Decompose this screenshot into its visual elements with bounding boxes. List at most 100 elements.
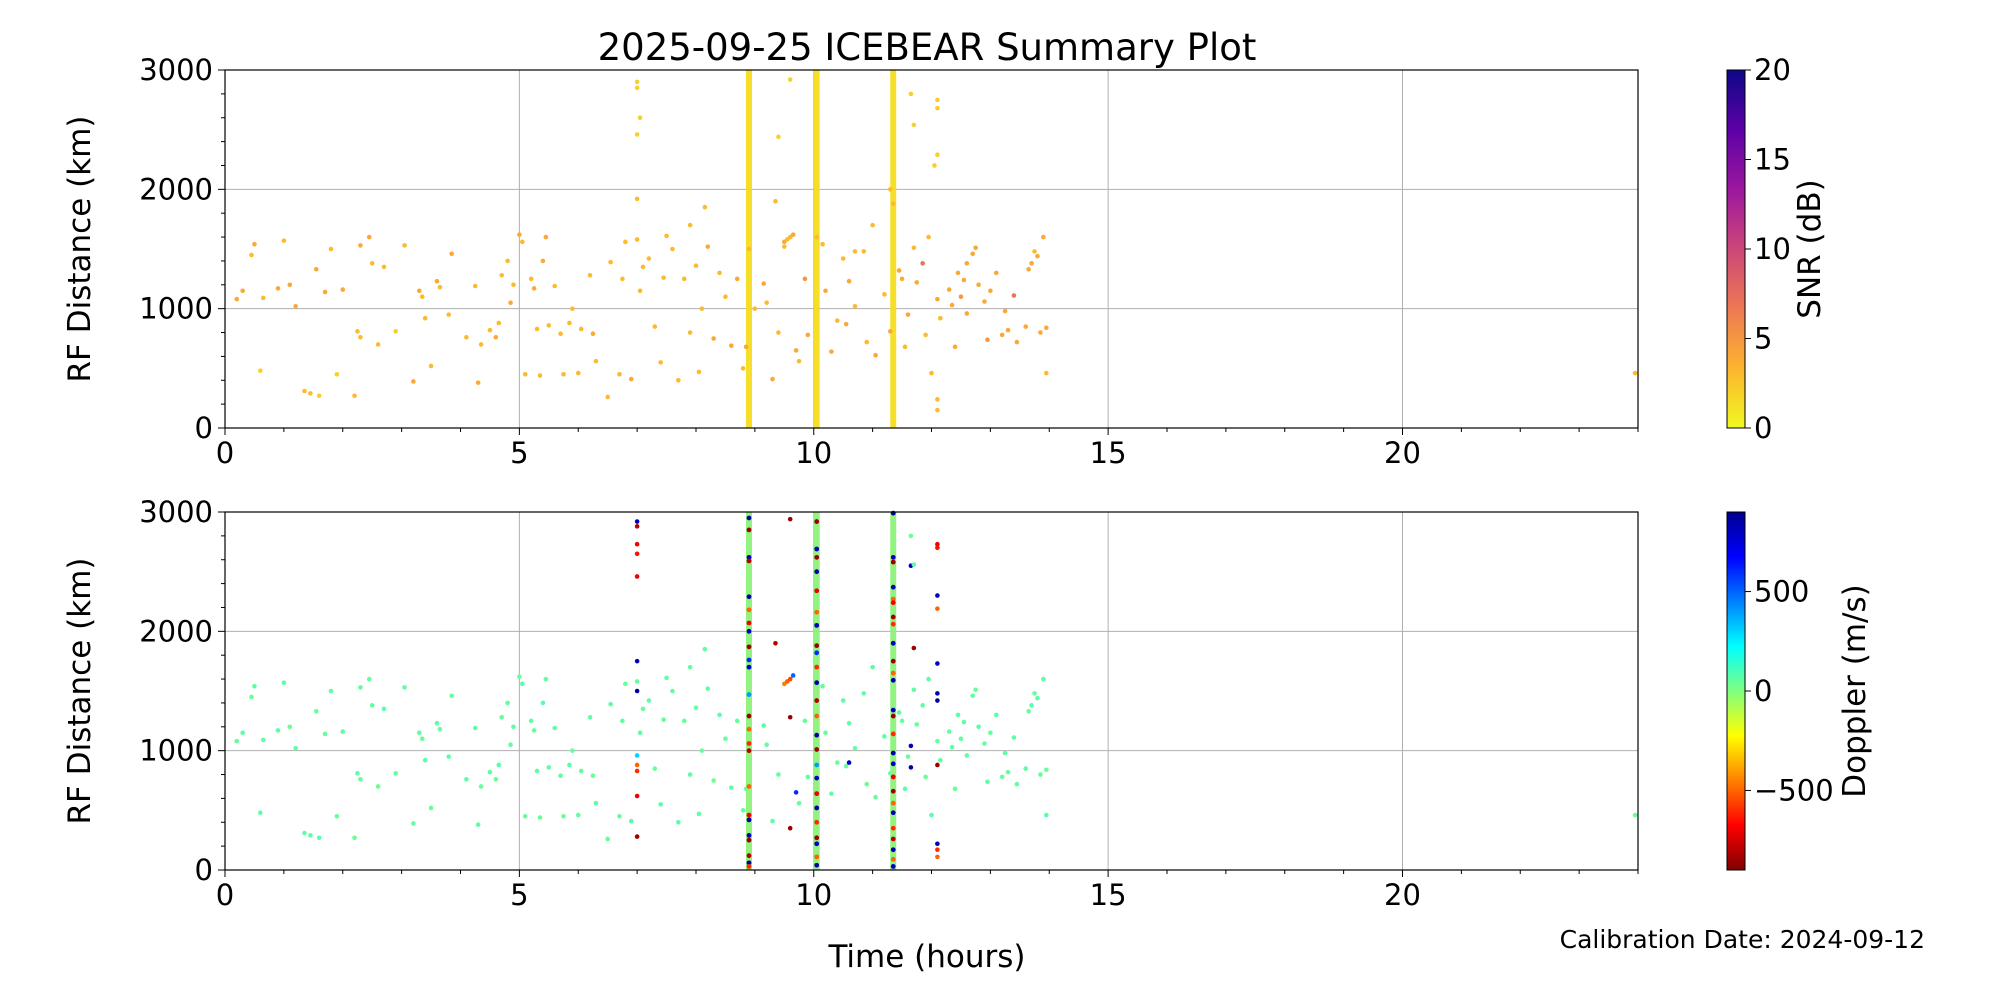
data-point: [634, 85, 640, 91]
streak-point: [814, 643, 820, 649]
data-point: [287, 724, 293, 730]
data-point: [258, 810, 263, 816]
data-point: [422, 757, 428, 763]
data-point: [358, 335, 363, 340]
data-point: [617, 372, 622, 377]
streak-point: [746, 860, 752, 866]
data-point: [1044, 812, 1049, 818]
vertical-streak: [890, 512, 897, 870]
data-point: [522, 372, 528, 377]
data-point: [734, 718, 740, 724]
data-point: [537, 373, 543, 378]
data-point: [623, 239, 628, 245]
data-point: [935, 541, 940, 547]
streak-point: [746, 748, 752, 754]
streak-point: [746, 713, 752, 719]
streak-point: [890, 836, 896, 842]
data-point: [796, 800, 802, 806]
streak-point: [814, 805, 820, 811]
data-point: [340, 729, 346, 734]
data-point: [634, 541, 640, 547]
data-point: [634, 762, 640, 768]
streak-point: [814, 854, 820, 860]
data-point: [628, 818, 634, 824]
data-point: [590, 331, 596, 337]
data-point: [352, 393, 357, 399]
streak-point: [814, 546, 820, 552]
data-point: [508, 300, 513, 306]
data-point: [693, 705, 699, 711]
data-point: [820, 241, 825, 247]
data-point: [935, 841, 940, 847]
streak-point: [890, 677, 896, 683]
data-point: [835, 318, 840, 323]
data-point: [428, 363, 434, 369]
data-point: [1044, 370, 1049, 376]
vertical-streak: [890, 70, 897, 428]
data-point: [1029, 261, 1034, 266]
data-point: [1023, 324, 1028, 329]
x-tick-label: 5: [510, 878, 528, 912]
data-point: [1632, 370, 1638, 376]
data-point: [411, 379, 416, 384]
data-point: [776, 134, 781, 140]
streak-point: [890, 600, 896, 606]
data-point: [416, 288, 422, 294]
data-point: [908, 91, 914, 97]
streak-point: [746, 784, 752, 789]
data-point: [449, 693, 454, 699]
streak-point: [890, 788, 896, 794]
data-point: [487, 769, 493, 775]
data-point: [873, 352, 878, 358]
data-point: [1002, 750, 1008, 756]
data-point: [534, 768, 540, 774]
data-point: [358, 243, 363, 248]
data-point: [658, 802, 663, 807]
streak-point: [746, 558, 752, 564]
data-point: [475, 380, 481, 385]
data-point: [770, 376, 775, 382]
data-point: [369, 703, 375, 708]
streak-point: [746, 515, 752, 521]
data-point: [908, 533, 914, 539]
data-point: [729, 343, 734, 348]
data-point: [776, 772, 781, 777]
data-point: [946, 729, 952, 734]
data-point: [870, 664, 875, 670]
data-point: [988, 288, 993, 294]
data-point: [873, 794, 878, 800]
data-point: [375, 342, 381, 347]
streak-point: [814, 791, 820, 797]
data-point: [687, 222, 693, 228]
data-point: [887, 329, 893, 334]
data-point: [699, 748, 705, 753]
data-point: [1011, 735, 1017, 740]
data-point: [843, 321, 849, 327]
x-tick-label: 15: [1090, 436, 1127, 470]
data-point: [687, 772, 693, 777]
data-point: [322, 731, 328, 737]
data-point: [428, 805, 434, 811]
data-point: [449, 251, 454, 257]
data-point: [308, 391, 313, 396]
data-point: [634, 524, 640, 529]
data-point: [540, 258, 546, 264]
data-point: [829, 791, 834, 796]
data-point: [843, 763, 849, 769]
data-point: [846, 720, 852, 726]
y-axis-label: RF Distance (km): [62, 558, 98, 825]
data-point: [511, 724, 516, 730]
data-point: [472, 725, 478, 731]
data-point: [743, 344, 749, 350]
data-point: [328, 688, 334, 694]
data-point: [681, 276, 687, 282]
data-point: [281, 680, 287, 685]
data-point: [558, 331, 563, 337]
data-point: [634, 574, 640, 579]
data-point: [637, 730, 643, 736]
data-point: [935, 407, 940, 413]
data-point: [402, 243, 407, 248]
streak-point: [746, 817, 752, 823]
data-point: [935, 691, 940, 696]
data-point: [634, 658, 640, 664]
